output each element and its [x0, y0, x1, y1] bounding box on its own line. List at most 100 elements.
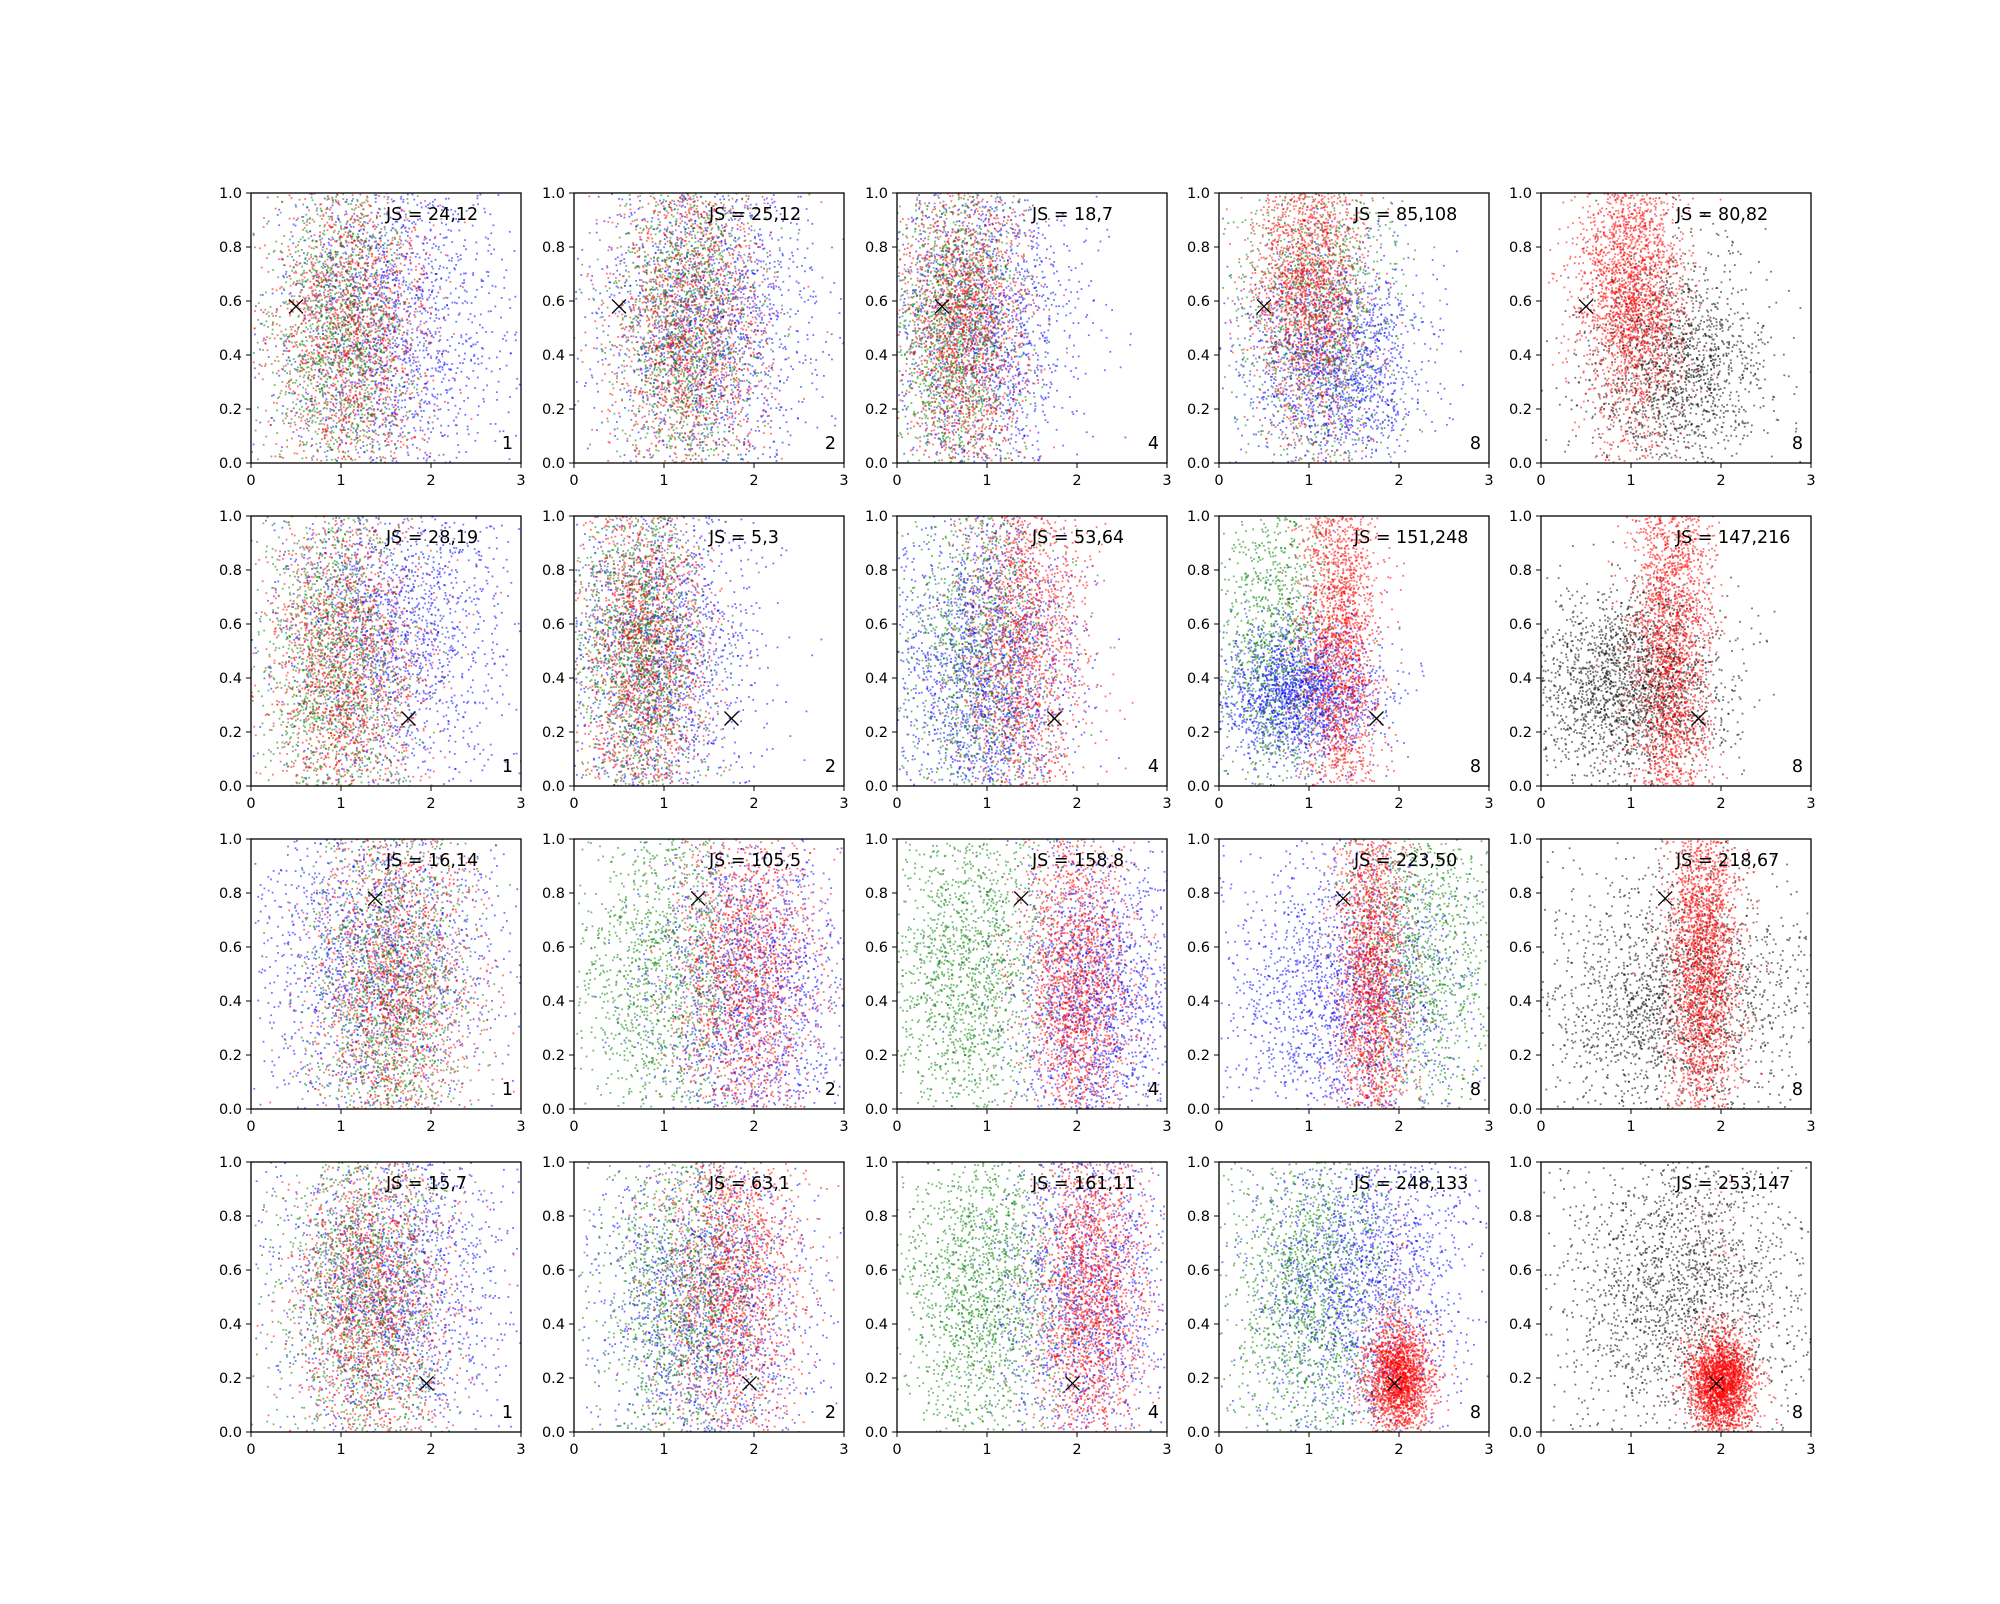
scatter-point: [416, 365, 418, 367]
scatter-point: [344, 280, 346, 282]
scatter-point: [361, 358, 363, 360]
scatter-point: [424, 259, 426, 261]
scatter-point: [349, 374, 351, 376]
scatter-point: [346, 213, 348, 215]
scatter-point: [476, 289, 478, 291]
scatter-point: [382, 250, 384, 252]
scatter-point: [437, 362, 439, 364]
scatter-point: [303, 315, 305, 317]
scatter-point: [340, 419, 342, 421]
x-marker: [289, 299, 303, 313]
scatter-point: [419, 297, 421, 299]
scatter-point: [379, 274, 381, 276]
scatter-point: [443, 267, 445, 269]
scatter-point: [382, 271, 384, 273]
scatter-point: [584, 316, 586, 318]
scatter-point: [319, 235, 321, 237]
scatter-point: [494, 440, 496, 442]
scatter-point: [792, 368, 794, 370]
scatter-point: [447, 297, 449, 299]
scatter-point: [401, 320, 403, 322]
scatter-point: [261, 365, 263, 367]
scatter-point: [355, 413, 357, 415]
scatter-point: [354, 350, 356, 352]
scatter-point: [311, 444, 313, 446]
scatter-point: [706, 213, 708, 215]
scatter-point: [293, 259, 295, 261]
scatter-point: [297, 218, 299, 220]
scatter-point: [455, 264, 457, 266]
scatter-point: [381, 222, 383, 224]
scatter-point: [379, 374, 381, 376]
scatter-point: [364, 342, 366, 344]
scatter-point: [304, 300, 306, 302]
scatter-point: [348, 385, 350, 387]
scatter-point: [308, 210, 310, 212]
scatter-point: [437, 418, 439, 420]
scatter-point: [331, 237, 333, 239]
scatter-point: [344, 452, 346, 454]
scatter-point: [378, 320, 380, 322]
scatter-point: [330, 332, 332, 334]
scatter-point: [343, 322, 345, 324]
scatter-point: [428, 257, 430, 259]
scatter-point: [348, 456, 350, 458]
scatter-point: [291, 418, 293, 420]
scatter-point: [340, 288, 342, 290]
scatter-point: [349, 300, 351, 302]
scatter-point: [378, 195, 380, 197]
scatter-point: [350, 263, 352, 265]
scatter-point: [285, 350, 287, 352]
scatter-point: [375, 237, 377, 239]
scatter-point: [831, 247, 833, 249]
scatter-point: [334, 351, 336, 353]
scatter-point: [327, 342, 329, 344]
scatter-point: [291, 364, 293, 366]
scatter-point: [272, 372, 274, 374]
scatter-point: [321, 378, 323, 380]
scatter-point: [316, 270, 318, 272]
scatter-point: [341, 411, 343, 413]
scatter-point: [416, 280, 418, 282]
scatter-point: [333, 378, 335, 380]
scatter-point: [352, 350, 354, 352]
scatter-point: [338, 296, 340, 298]
scatter-point: [414, 227, 416, 229]
js-annotation: JS = 24,12: [385, 205, 478, 225]
scatter-point: [288, 340, 290, 342]
scatter-point: [298, 435, 300, 437]
scatter-point: [383, 345, 385, 347]
scatter-point: [722, 195, 724, 197]
scatter-point: [385, 327, 387, 329]
scatter-point: [401, 400, 403, 402]
scatter-point: [416, 389, 418, 391]
scatter-point: [372, 313, 374, 315]
scatter-point: [387, 198, 389, 200]
scatter-point: [337, 320, 339, 322]
scatter-point: [385, 397, 387, 399]
scatter-point: [315, 421, 317, 423]
scatter-point: [580, 274, 582, 276]
scatter-point: [386, 313, 388, 315]
scatter-point: [360, 410, 362, 412]
scatter-point: [357, 246, 359, 248]
scatter-point: [374, 373, 376, 375]
scatter-point: [359, 374, 361, 376]
scatter-point: [366, 347, 368, 349]
scatter-point: [697, 308, 699, 310]
scatter-point: [455, 424, 457, 426]
scatter-point: [394, 351, 396, 353]
scatter-point: [341, 321, 343, 323]
scatter-point: [314, 415, 316, 417]
scatter-point: [431, 394, 433, 396]
scatter-point: [378, 399, 380, 401]
scatter-point: [330, 295, 332, 297]
scatter-point: [295, 424, 297, 426]
scatter-point: [287, 363, 289, 365]
scatter-point: [429, 254, 431, 256]
scatter-point: [373, 315, 375, 317]
scatter-point: [287, 308, 289, 310]
scatter-point: [362, 373, 364, 375]
scatter-point: [396, 258, 398, 260]
scatter-point: [430, 332, 432, 334]
